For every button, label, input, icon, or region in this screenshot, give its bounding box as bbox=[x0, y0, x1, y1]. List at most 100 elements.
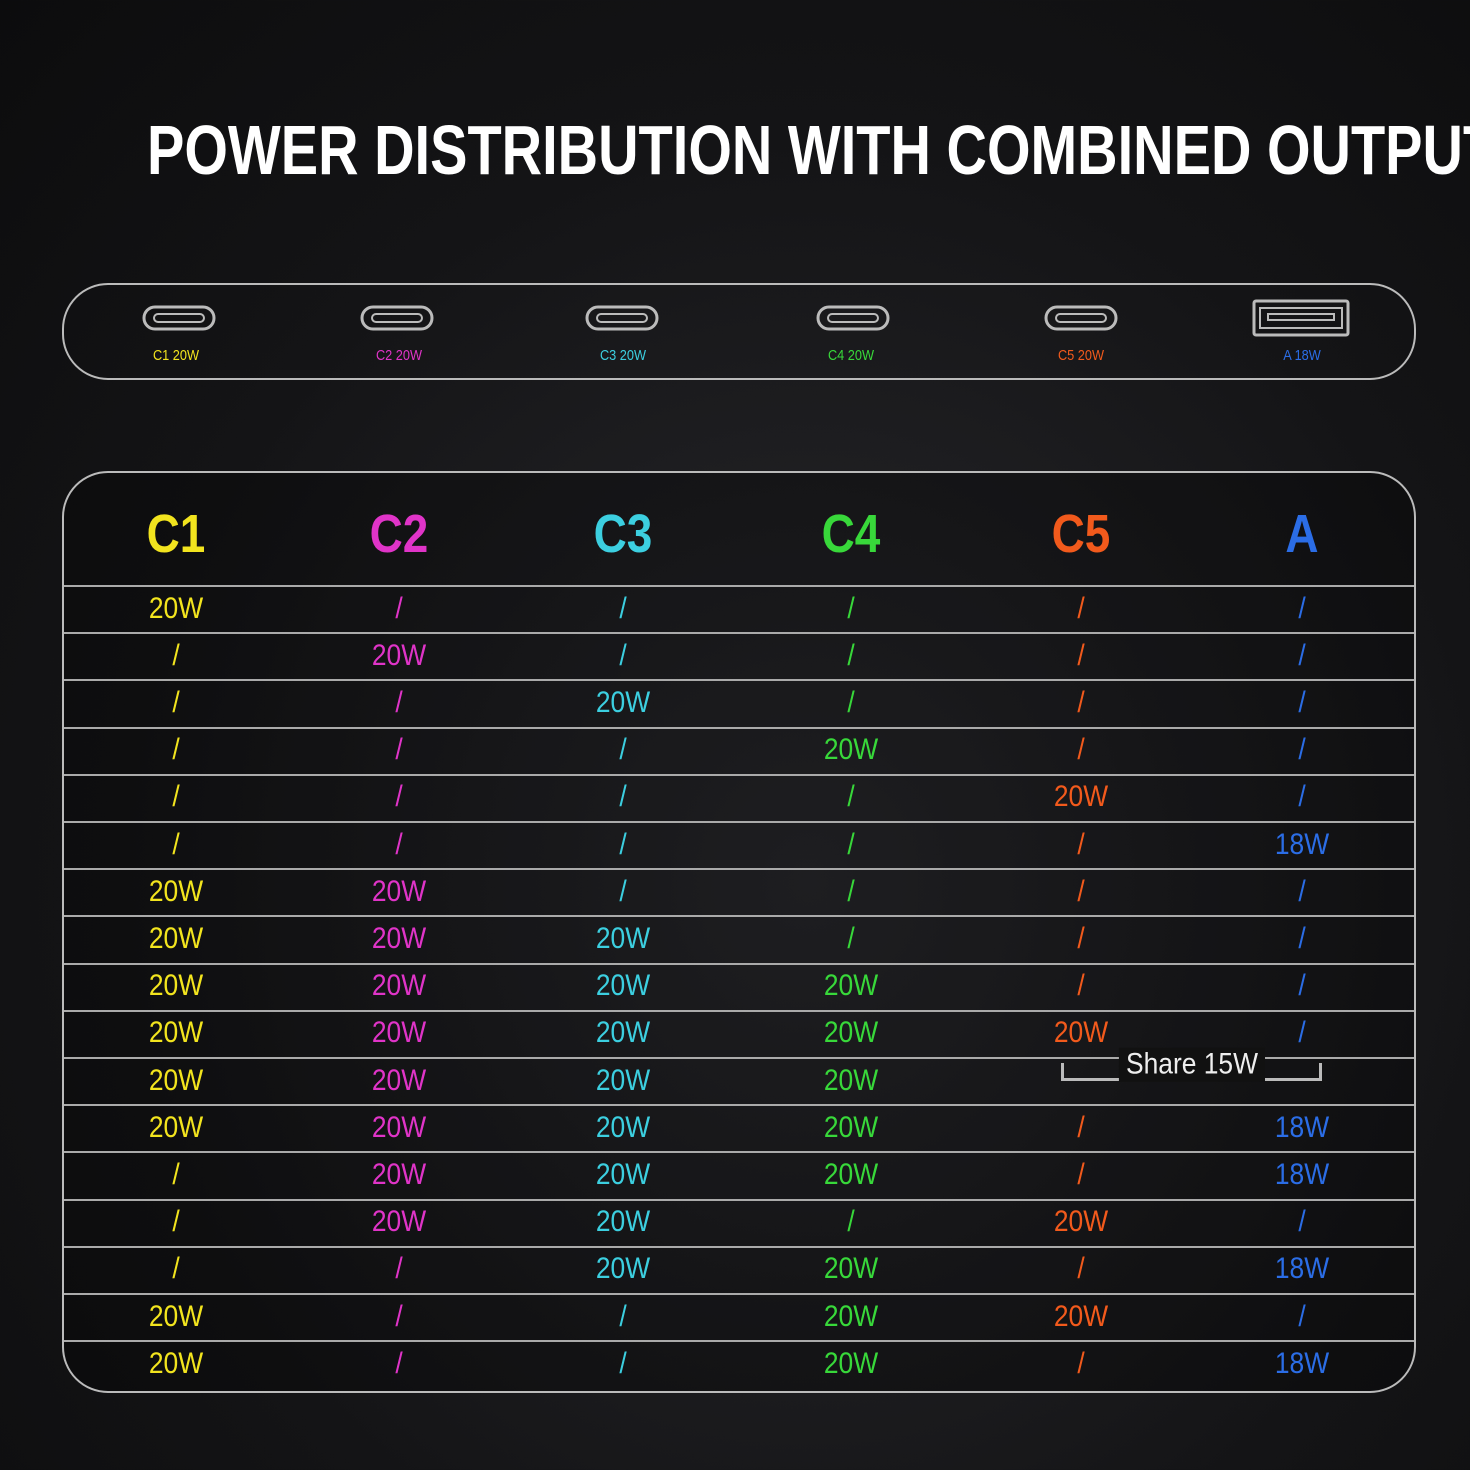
table-cell: / bbox=[619, 1299, 627, 1333]
table-cell: / bbox=[1298, 780, 1306, 814]
row-divider bbox=[64, 773, 1414, 776]
table-cell: / bbox=[1077, 686, 1085, 719]
table-cell: / bbox=[172, 827, 180, 861]
table-cell: / bbox=[1298, 591, 1306, 625]
row-divider bbox=[64, 1057, 1414, 1059]
table-cell: 20W bbox=[595, 1252, 651, 1286]
table-cell: 20W bbox=[371, 969, 427, 1003]
table-cell: / bbox=[1077, 1110, 1085, 1144]
table-cell: / bbox=[395, 1346, 403, 1380]
table-cell: / bbox=[172, 686, 180, 719]
table-cell: 20W bbox=[371, 1158, 427, 1191]
row-divider bbox=[64, 679, 1414, 682]
table-cell: 18W bbox=[1274, 1346, 1330, 1380]
table-cell: / bbox=[395, 1299, 403, 1333]
column-header: C5 bbox=[1051, 504, 1111, 564]
table-cell: / bbox=[1077, 874, 1085, 908]
table-cell: 20W bbox=[823, 733, 879, 767]
column-header: A bbox=[1285, 504, 1319, 564]
power-table: C1 C2 C3 C4 C5 A 20W / / / / / / 20W / / / / / / 20W / / / / / / 20… bbox=[62, 471, 1416, 1393]
table-cell: / bbox=[619, 591, 627, 625]
usb-c-icon bbox=[816, 305, 890, 331]
table-cell: / bbox=[172, 1158, 180, 1191]
port-label: C3 20W bbox=[599, 347, 647, 364]
table-cell: 20W bbox=[148, 1299, 204, 1333]
table-cell: / bbox=[1298, 922, 1306, 955]
table-cell: / bbox=[1298, 638, 1306, 672]
table-cell: / bbox=[619, 827, 627, 861]
table-cell: / bbox=[395, 780, 403, 814]
table-cell: / bbox=[619, 1346, 627, 1380]
table-cell: 20W bbox=[595, 1158, 651, 1191]
port-label: C1 20W bbox=[152, 347, 200, 364]
column-header: C2 bbox=[369, 504, 429, 564]
row-divider bbox=[64, 1009, 1414, 1012]
table-cell: / bbox=[619, 733, 627, 767]
table-cell: / bbox=[1298, 1299, 1306, 1333]
table-cell: / bbox=[847, 827, 855, 861]
table-cell: / bbox=[1077, 591, 1085, 625]
table-cell: / bbox=[1077, 969, 1085, 1003]
table-cell: / bbox=[1077, 638, 1085, 672]
table-cell: 20W bbox=[595, 1016, 651, 1050]
table-cell: 20W bbox=[823, 1110, 879, 1144]
table-cell: 20W bbox=[148, 922, 204, 955]
table-cell: / bbox=[847, 686, 855, 719]
row-divider bbox=[64, 962, 1414, 965]
column-header: C1 bbox=[146, 504, 206, 564]
table-cell: 20W bbox=[1053, 1299, 1109, 1333]
table-cell: / bbox=[1077, 733, 1085, 767]
shared-bracket: Share 15W bbox=[1061, 1047, 1322, 1082]
table-cell: 20W bbox=[1053, 1205, 1109, 1239]
table-cell: / bbox=[395, 1252, 403, 1286]
table-cell: 20W bbox=[371, 1110, 427, 1144]
port-label: C2 20W bbox=[375, 347, 423, 364]
table-cell: 20W bbox=[1053, 1016, 1109, 1050]
table-cell: / bbox=[619, 638, 627, 672]
row-divider bbox=[64, 821, 1414, 823]
table-cell: / bbox=[172, 1252, 180, 1286]
table-cell: / bbox=[1298, 1205, 1306, 1239]
port-panel: C1 20W C2 20W C3 20W C4 20W C5 20W A 18W bbox=[62, 283, 1416, 380]
table-cell: 20W bbox=[595, 686, 651, 719]
table-cell: 20W bbox=[823, 1299, 879, 1333]
table-cell: / bbox=[172, 1205, 180, 1239]
table-cell: / bbox=[1077, 922, 1085, 955]
row-divider bbox=[64, 1340, 1414, 1343]
table-cell: / bbox=[847, 780, 855, 814]
table-cell: 18W bbox=[1274, 827, 1330, 861]
table-cell: 20W bbox=[1053, 780, 1109, 814]
port-label: C5 20W bbox=[1057, 347, 1105, 364]
table-cell: 20W bbox=[148, 1063, 204, 1097]
shared-label: Share 15W bbox=[1118, 1047, 1265, 1082]
table-cell: / bbox=[395, 686, 403, 719]
table-cell: 18W bbox=[1274, 1110, 1330, 1144]
table-cell: 20W bbox=[148, 1346, 204, 1380]
table-cell: 20W bbox=[595, 1205, 651, 1239]
table-cell: / bbox=[847, 591, 855, 625]
usb-a-icon bbox=[1252, 299, 1350, 337]
table-cell: / bbox=[172, 638, 180, 672]
port-label: A 18W bbox=[1283, 347, 1321, 364]
table-cell: / bbox=[619, 780, 627, 814]
table-cell: / bbox=[1298, 1016, 1306, 1050]
table-cell: 20W bbox=[371, 1205, 427, 1239]
table-cell: / bbox=[172, 733, 180, 767]
table-cell: / bbox=[1077, 1252, 1085, 1286]
column-header: C3 bbox=[593, 504, 653, 564]
usb-c-icon bbox=[1044, 305, 1118, 331]
table-cell: 20W bbox=[371, 874, 427, 908]
table-cell: 20W bbox=[823, 969, 879, 1003]
table-cell: / bbox=[847, 874, 855, 908]
table-cell: 20W bbox=[823, 1016, 879, 1050]
table-cell: 20W bbox=[148, 969, 204, 1003]
row-divider bbox=[64, 915, 1414, 918]
table-cell: 20W bbox=[823, 1158, 879, 1191]
row-divider bbox=[64, 1198, 1414, 1201]
table-cell: / bbox=[395, 827, 403, 861]
table-cell: / bbox=[1077, 827, 1085, 861]
table-cell: 20W bbox=[148, 591, 204, 625]
table-cell: / bbox=[1298, 874, 1306, 908]
table-cell: 20W bbox=[823, 1346, 879, 1380]
